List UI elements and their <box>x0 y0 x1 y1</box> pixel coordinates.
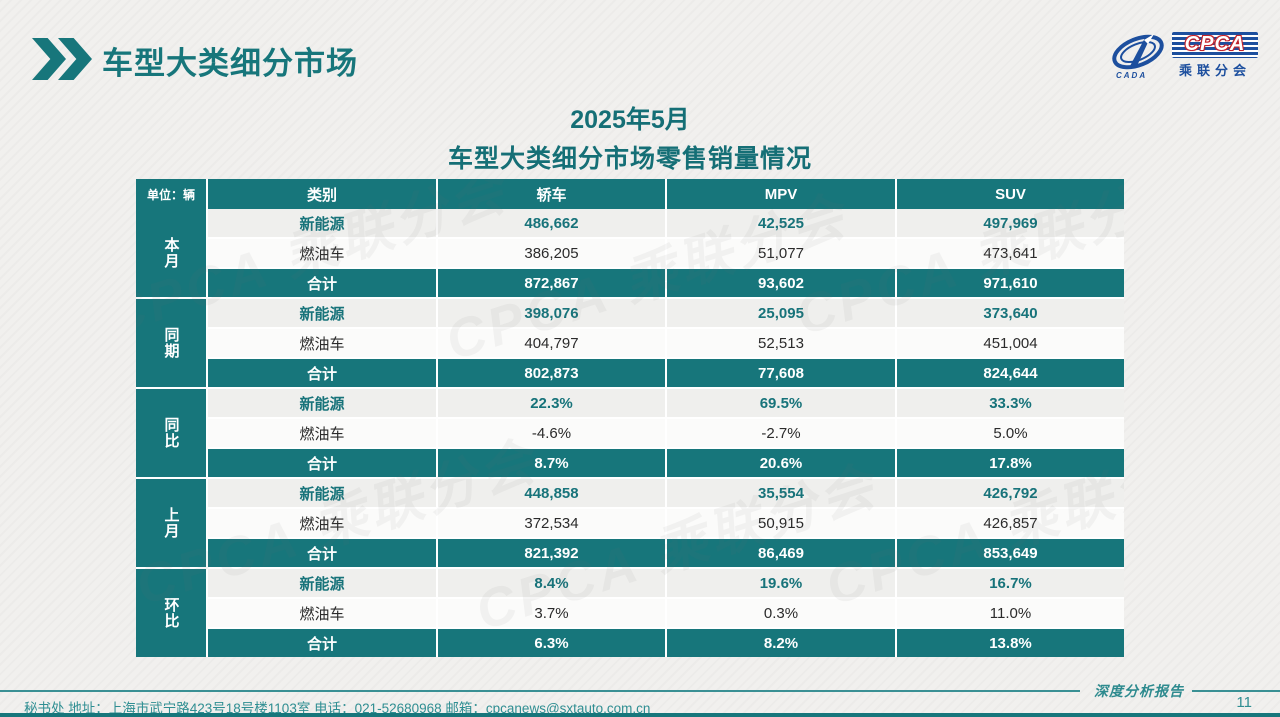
value-last-month-nev-mpv: 35,554 <box>667 479 895 507</box>
value-mom-change-total-mpv: 8.2% <box>667 629 895 657</box>
page-number: 11 <box>1236 694 1252 711</box>
row-label-last-month-nev: 新能源 <box>208 479 436 507</box>
value-same-period-last-year-fuel-suv: 451,004 <box>897 329 1124 357</box>
cpca-logo: CADA CPCA 乘联分会 <box>1108 30 1258 80</box>
row-label-mom-change-fuel: 燃油车 <box>208 599 436 627</box>
value-mom-change-nev-suv: 16.7% <box>897 569 1124 597</box>
value-yoy-change-nev-mpv: 69.5% <box>667 389 895 417</box>
row-label-current-month-nev: 新能源 <box>208 209 436 237</box>
report-type-label: 深度分析报告 <box>1094 684 1184 700</box>
col-header-category: 类别 <box>208 179 436 209</box>
group-label-mom-change: 环比 <box>136 569 206 657</box>
cada-label: CADA <box>1116 71 1148 80</box>
group-label-same-period-last-year: 同期 <box>136 299 206 387</box>
row-label-yoy-change-nev: 新能源 <box>208 389 436 417</box>
group-label-text: 同比 <box>162 417 180 449</box>
value-current-month-total-sedan: 872,867 <box>438 269 665 297</box>
row-label-same-period-last-year-fuel: 燃油车 <box>208 329 436 357</box>
value-mom-change-fuel-sedan: 3.7% <box>438 599 665 627</box>
footer-contact-info: 秘书处 地址：上海市武宁路423号18号楼1103室 电话：021-526809… <box>24 701 651 716</box>
table-title-line1: 2025年5月 <box>570 106 690 134</box>
row-label-current-month-fuel: 燃油车 <box>208 239 436 267</box>
group-label-text: 同期 <box>162 327 180 359</box>
row-label-last-month-total: 合计 <box>208 539 436 567</box>
value-yoy-change-fuel-mpv: -2.7% <box>667 419 895 447</box>
footer-divider-right <box>1192 690 1280 692</box>
value-same-period-last-year-nev-sedan: 398,076 <box>438 299 665 327</box>
value-last-month-total-sedan: 821,392 <box>438 539 665 567</box>
value-yoy-change-fuel-suv: 5.0% <box>897 419 1124 447</box>
value-last-month-nev-sedan: 448,858 <box>438 479 665 507</box>
value-same-period-last-year-fuel-mpv: 52,513 <box>667 329 895 357</box>
value-mom-change-total-sedan: 6.3% <box>438 629 665 657</box>
row-label-same-period-last-year-total: 合计 <box>208 359 436 387</box>
cpca-logo-text: CPCA 乘联分会 <box>1172 31 1258 79</box>
group-label-text: 本月 <box>162 237 180 269</box>
value-same-period-last-year-nev-suv: 373,640 <box>897 299 1124 327</box>
row-label-last-month-fuel: 燃油车 <box>208 509 436 537</box>
group-label-current-month: 本月 <box>136 209 206 297</box>
value-yoy-change-fuel-sedan: -4.6% <box>438 419 665 447</box>
chevron-right-icon <box>32 38 66 80</box>
value-last-month-fuel-mpv: 50,915 <box>667 509 895 537</box>
cpca-acronym: CPCA <box>1184 33 1246 55</box>
col-header-sedan: 轿车 <box>438 179 665 209</box>
value-current-month-fuel-mpv: 51,077 <box>667 239 895 267</box>
value-current-month-total-mpv: 93,602 <box>667 269 895 297</box>
value-yoy-change-nev-sedan: 22.3% <box>438 389 665 417</box>
value-yoy-change-total-sedan: 8.7% <box>438 449 665 477</box>
row-label-yoy-change-total: 合计 <box>208 449 436 477</box>
value-mom-change-nev-mpv: 19.6% <box>667 569 895 597</box>
row-label-mom-change-nev: 新能源 <box>208 569 436 597</box>
value-current-month-fuel-suv: 473,641 <box>897 239 1124 267</box>
value-current-month-nev-mpv: 42,525 <box>667 209 895 237</box>
value-mom-change-fuel-mpv: 0.3% <box>667 599 895 627</box>
table-title-line2: 车型大类细分市场零售销量情况 <box>447 145 812 173</box>
cpca-chinese-name: 乘联分会 <box>1178 62 1251 78</box>
value-current-month-nev-sedan: 486,662 <box>438 209 665 237</box>
value-same-period-last-year-total-sedan: 802,873 <box>438 359 665 387</box>
group-label-text: 上月 <box>162 507 180 539</box>
value-yoy-change-total-suv: 17.8% <box>897 449 1124 477</box>
value-mom-change-fuel-suv: 11.0% <box>897 599 1124 627</box>
double-chevron-icon <box>32 38 94 80</box>
value-same-period-last-year-nev-mpv: 25,095 <box>667 299 895 327</box>
col-header-mpv: MPV <box>667 179 895 209</box>
group-label-text: 环比 <box>162 597 180 629</box>
group-label-last-month: 上月 <box>136 479 206 567</box>
page-title: 车型大类细分市场 <box>102 46 358 81</box>
value-last-month-total-mpv: 86,469 <box>667 539 895 567</box>
footer-divider <box>0 690 1080 692</box>
row-label-mom-change-total: 合计 <box>208 629 436 657</box>
value-current-month-fuel-sedan: 386,205 <box>438 239 665 267</box>
value-current-month-nev-suv: 497,969 <box>897 209 1124 237</box>
value-current-month-total-suv: 971,610 <box>897 269 1124 297</box>
value-same-period-last-year-total-suv: 824,644 <box>897 359 1124 387</box>
table-title: 2025年5月 车型大类细分市场零售销量情况 <box>0 100 1260 175</box>
cpca-logo-ellipse-icon: CADA <box>1108 30 1170 80</box>
value-same-period-last-year-total-mpv: 77,608 <box>667 359 895 387</box>
value-yoy-change-total-mpv: 20.6% <box>667 449 895 477</box>
sales-table: 单位：辆 类别 轿车 MPV SUV 本月 新能源 486,662 42,525 497,969 燃… <box>136 179 1124 657</box>
value-mom-change-nev-sedan: 8.4% <box>438 569 665 597</box>
row-label-yoy-change-fuel: 燃油车 <box>208 419 436 447</box>
value-last-month-nev-suv: 426,792 <box>897 479 1124 507</box>
row-label-same-period-last-year-nev: 新能源 <box>208 299 436 327</box>
value-mom-change-total-suv: 13.8% <box>897 629 1124 657</box>
group-label-yoy-change: 同比 <box>136 389 206 477</box>
value-yoy-change-nev-suv: 33.3% <box>897 389 1124 417</box>
value-last-month-fuel-suv: 426,857 <box>897 509 1124 537</box>
value-last-month-fuel-sedan: 372,534 <box>438 509 665 537</box>
value-same-period-last-year-fuel-sedan: 404,797 <box>438 329 665 357</box>
col-header-suv: SUV <box>897 179 1124 209</box>
unit-label: 单位：辆 <box>136 179 206 209</box>
row-label-current-month-total: 合计 <box>208 269 436 297</box>
cpca-stripes: CPCA <box>1172 31 1258 58</box>
value-last-month-total-suv: 853,649 <box>897 539 1124 567</box>
bottom-accent-bar <box>0 713 1280 717</box>
